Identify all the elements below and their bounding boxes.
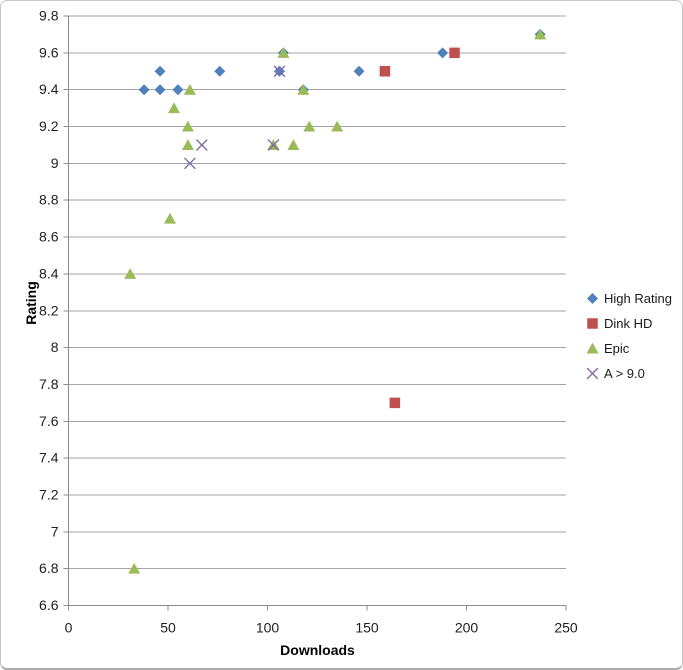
- x-tick-label: 250: [554, 620, 578, 636]
- legend-item-epic: Epic: [585, 336, 672, 361]
- y-tick-label: 8: [51, 339, 59, 355]
- data-point: [389, 397, 401, 409]
- data-point: [379, 66, 391, 77]
- data-point: [267, 139, 280, 151]
- data-point: [124, 268, 137, 279]
- y-tick-label: 9.8: [39, 8, 59, 24]
- data-point: [214, 65, 226, 77]
- y-tick-label: 8.2: [39, 302, 59, 318]
- y-tick-label: 6.6: [39, 597, 59, 613]
- chart-legend: High Rating Dink HD Epic A > 9.0: [585, 286, 672, 386]
- x-tick-label: 100: [256, 620, 280, 636]
- data-point: [437, 47, 449, 59]
- y-tick-label: 9.4: [39, 81, 59, 97]
- data-point: [196, 139, 208, 151]
- data-point: [183, 83, 196, 95]
- y-tick-label: 7.4: [39, 450, 59, 466]
- x-axis-title: Downloads: [280, 642, 355, 658]
- y-tick-label: 9.2: [39, 118, 59, 134]
- legend-item-a-9-0: A > 9.0: [585, 361, 672, 386]
- y-tick-label: 7.8: [39, 376, 59, 392]
- data-point: [128, 562, 141, 574]
- data-point: [449, 47, 460, 59]
- y-tick-label: 9.6: [39, 44, 59, 60]
- data-point: [303, 120, 316, 132]
- diamond-icon: [587, 293, 598, 304]
- data-point: [167, 102, 180, 114]
- x-tick-label: 200: [455, 620, 479, 636]
- data-point: [297, 83, 310, 95]
- data-point: [154, 84, 166, 96]
- legend-item-high-rating: High Rating: [585, 286, 672, 311]
- y-tick-label: 7.6: [39, 413, 59, 429]
- data-point: [138, 84, 150, 96]
- y-tick-label: 8.8: [39, 192, 59, 208]
- y-tick-label: 7.2: [39, 486, 59, 502]
- legend-label: Dink HD: [604, 316, 653, 331]
- y-tick-label: 6.8: [39, 560, 59, 576]
- x-tick-label: 0: [65, 620, 73, 636]
- legend-label: Epic: [604, 341, 630, 356]
- data-point: [534, 28, 547, 40]
- triangle-icon: [586, 342, 599, 354]
- legend-label: A > 9.0: [604, 366, 645, 381]
- data-point: [184, 157, 196, 170]
- legend-item-dink-hd: Dink HD: [585, 311, 672, 336]
- y-axis-title: Rating: [23, 281, 39, 325]
- data-point: [163, 212, 176, 224]
- data-point: [172, 84, 184, 96]
- y-tick-label: 9: [51, 155, 59, 171]
- y-tick-label: 8.6: [39, 229, 59, 245]
- legend-label: High Rating: [604, 291, 672, 306]
- data-point: [154, 65, 166, 77]
- x-tick-label: 50: [160, 620, 176, 636]
- data-point: [181, 139, 194, 150]
- square-icon: [587, 318, 598, 329]
- data-point: [277, 47, 290, 58]
- data-point: [181, 120, 194, 132]
- y-tick-label: 8.4: [39, 265, 59, 281]
- data-point: [287, 139, 300, 150]
- data-point: [331, 120, 344, 132]
- x-tick-label: 150: [355, 620, 379, 636]
- y-tick-label: 7: [51, 523, 59, 539]
- x-icon: [586, 367, 599, 380]
- data-point: [353, 65, 365, 77]
- data-point: [273, 65, 286, 77]
